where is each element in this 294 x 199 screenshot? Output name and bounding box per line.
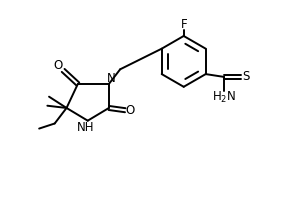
Text: N: N: [107, 72, 116, 85]
Text: O: O: [126, 104, 135, 117]
Text: S: S: [242, 70, 250, 83]
Text: O: O: [54, 59, 63, 72]
Text: F: F: [181, 18, 187, 31]
Text: H$_2$N: H$_2$N: [212, 90, 236, 105]
Text: NH: NH: [77, 121, 94, 134]
